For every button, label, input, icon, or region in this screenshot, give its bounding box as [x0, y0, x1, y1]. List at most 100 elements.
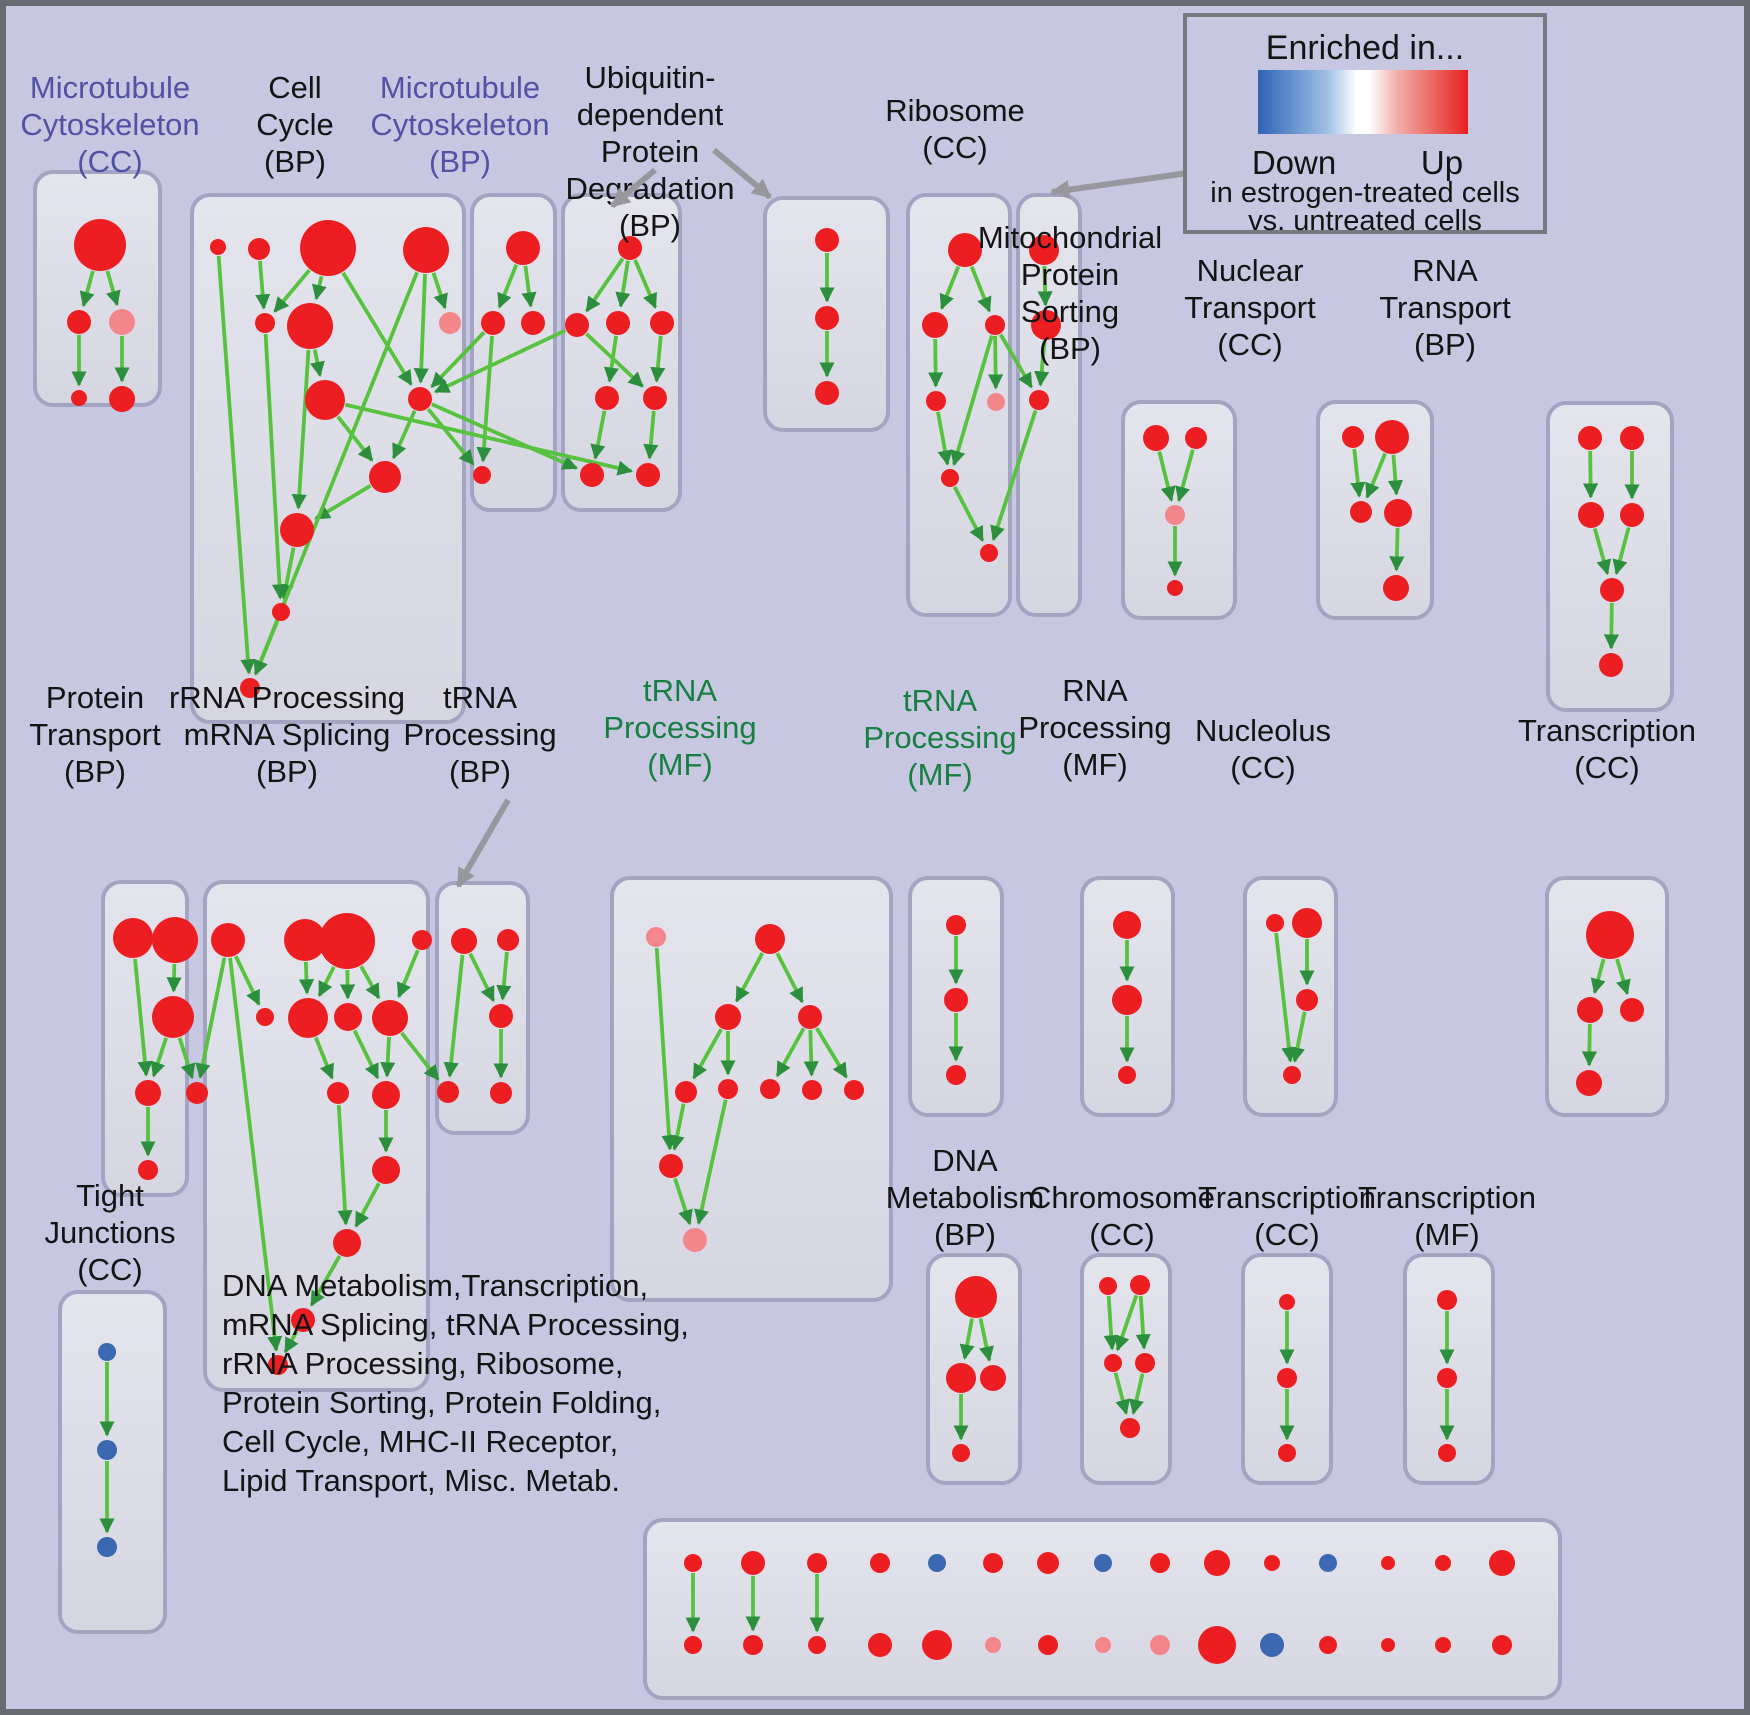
edge-arrow: [521, 265, 537, 308]
cluster-label-trna-mf-small: (MF): [907, 757, 972, 792]
edge-arrow: [1274, 932, 1297, 1063]
edge-arrow: [105, 270, 121, 307]
go-term-node: [985, 1637, 1001, 1653]
go-term-node: [300, 220, 356, 276]
cluster-label-trna-mf-large: (MF): [647, 747, 712, 782]
go-term-node: [284, 919, 326, 961]
label-pointer-arrow: [455, 798, 511, 888]
go-term-node: [650, 311, 674, 335]
cluster-label-tight-junctions: (CC): [77, 1252, 142, 1287]
label-pointer-arrow: [610, 167, 657, 209]
go-term-node: [403, 227, 449, 273]
edge-arrow: [476, 335, 494, 463]
edge-arrow: [228, 957, 283, 1352]
go-term-node: [272, 603, 290, 621]
go-term-node: [372, 1156, 400, 1184]
edge-arrow: [585, 257, 625, 313]
edge-arrow: [1034, 340, 1050, 387]
legend-title: Enriched in...: [1266, 29, 1464, 67]
go-term-node: [1599, 653, 1623, 677]
go-term-node: [1031, 310, 1061, 340]
edge-arrow: [413, 273, 429, 384]
cluster-box-dna-metabolism: [926, 1253, 1022, 1485]
edge-arrow: [1389, 527, 1405, 572]
go-term-node: [109, 386, 135, 412]
go-term-node: [152, 917, 198, 963]
edge-arrow: [936, 411, 953, 466]
go-term-node: [1135, 1353, 1155, 1373]
cluster-label-chromosome: (CC): [1089, 1217, 1154, 1252]
go-term-node: [412, 930, 432, 950]
legend-gradient-bar: [1258, 70, 1468, 134]
go-term-node: [985, 315, 1005, 335]
go-term-node: [580, 463, 604, 487]
edge-arrow: [950, 335, 994, 467]
cluster-label-tight-junctions: Junctions: [45, 1215, 176, 1250]
go-term-node: [987, 393, 1005, 411]
go-term-node: [1150, 1635, 1170, 1655]
go-term-node: [138, 1160, 158, 1180]
edge-arrow: [1592, 527, 1612, 576]
go-term-node: [1120, 1418, 1140, 1438]
go-term-node: [922, 312, 948, 338]
go-term-node: [1185, 427, 1207, 449]
edge-arrow: [468, 952, 496, 1003]
edge-arrow: [1175, 449, 1195, 502]
cluster-box-rna-transport: [1546, 401, 1674, 712]
go-term-node: [240, 678, 260, 698]
go-term-node: [1384, 499, 1412, 527]
edge-arrow: [431, 272, 448, 310]
go-term-node: [684, 1636, 702, 1654]
go-term-node: [1319, 1636, 1337, 1654]
go-term-node: [1112, 985, 1142, 1015]
edge-arrow: [443, 954, 465, 1078]
edge-arrow: [939, 266, 961, 310]
edge-arrow: [1103, 1295, 1119, 1351]
go-term-node: [109, 309, 135, 335]
go-term-node: [1292, 908, 1322, 938]
go-term-node: [1037, 1552, 1059, 1574]
go-term-node: [1620, 503, 1644, 527]
go-term-node: [211, 923, 245, 957]
go-term-node: [1577, 997, 1603, 1023]
edge-arrow: [166, 963, 182, 993]
go-term-node: [408, 387, 432, 411]
edge-arrow: [694, 1099, 728, 1225]
cluster-label-tight-junctions: Tight: [76, 1178, 144, 1213]
go-term-node: [741, 1551, 765, 1575]
go-term-node: [1381, 1556, 1395, 1570]
go-term-node: [743, 1635, 763, 1655]
cluster-label-rna-transport: (BP): [1414, 327, 1476, 362]
cluster-label-transcription-cc-bot: Transcription: [1198, 1180, 1376, 1215]
go-term-node: [1099, 1277, 1117, 1295]
go-term-node: [521, 311, 545, 335]
go-term-node: [327, 1082, 349, 1104]
edge-arrow: [336, 1104, 353, 1226]
go-term-node: [798, 1005, 822, 1029]
edge-arrow: [669, 1103, 686, 1151]
cluster-label-transcription-mf: Transcription: [1358, 1180, 1536, 1215]
go-term-node: [280, 513, 314, 547]
misc-categories-label: DNA Metabolism,Transcription,: [222, 1268, 648, 1303]
edge-arrow: [1129, 1373, 1145, 1415]
go-term-node: [1576, 1070, 1602, 1096]
go-term-node: [288, 998, 328, 1038]
edge-arrow: [803, 1029, 819, 1077]
go-term-node: [372, 1081, 400, 1109]
go-term-node: [287, 303, 333, 349]
go-term-node: [97, 1440, 117, 1460]
cluster-label-ribosome: Ribosome: [885, 93, 1025, 128]
edge-arrow: [1289, 1011, 1307, 1063]
cluster-box-misc-strip: [643, 1518, 1562, 1700]
go-term-node: [1600, 578, 1624, 602]
label-pointer-arrow: [712, 147, 772, 200]
edge-arrow: [1135, 1295, 1151, 1350]
cluster-label-trna-bp: (BP): [449, 754, 511, 789]
cluster-label-microtubule-bp: (BP): [429, 144, 491, 179]
misc-categories-label: Lipid Transport, Misc. Metab.: [222, 1463, 620, 1498]
go-term-node: [1620, 998, 1644, 1022]
cluster-box-nucleolus: [1243, 876, 1338, 1117]
go-term-node: [1118, 1066, 1136, 1084]
